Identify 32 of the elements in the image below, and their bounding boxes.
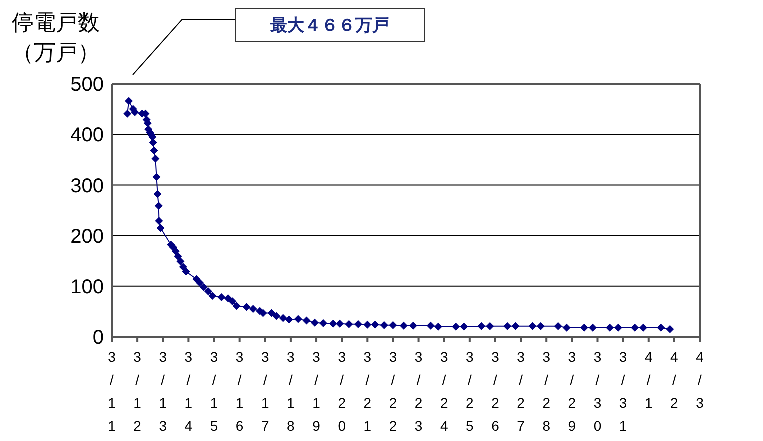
x-tick-label: 3/27 xyxy=(517,349,526,434)
x-tick-label: 3/21 xyxy=(364,349,372,434)
x-tick-label: 3/29 xyxy=(568,349,576,434)
x-tick-label: 3/26 xyxy=(492,349,500,434)
x-tick-label: 3/30 xyxy=(594,349,602,434)
y-tick-label: 0 xyxy=(92,327,104,350)
x-tick-label: 3/31 xyxy=(619,349,628,434)
x-tick-label: 3/12 xyxy=(134,349,142,434)
x-tick-label: 3/15 xyxy=(210,349,218,434)
y-tick-label: 300 xyxy=(70,175,104,198)
x-tick-label: 4/2 xyxy=(670,349,679,411)
text: 最大４６６万戸 xyxy=(235,8,425,42)
x-tick-label: 3/20 xyxy=(338,349,346,434)
x-tick-label: 3/14 xyxy=(184,349,193,434)
y-tick-label: 100 xyxy=(70,276,104,298)
x-tick-label: 3/16 xyxy=(236,349,244,434)
x-tick-label: 3/18 xyxy=(287,349,296,434)
x-tick-label: 3/19 xyxy=(312,349,321,434)
x-tick-label: 3/11 xyxy=(108,349,116,434)
y-tick-label: 500 xyxy=(70,74,104,96)
x-tick-label: 4/1 xyxy=(644,349,653,411)
x-tick-label: 3/24 xyxy=(440,349,448,434)
x-tick-label: 3/17 xyxy=(261,349,270,434)
x-tick-label: 3/13 xyxy=(159,349,168,434)
y-tick-label: 400 xyxy=(70,124,104,147)
x-tick-label: 3/23 xyxy=(414,349,423,434)
x-tick-label: 4/3 xyxy=(696,349,704,411)
x-tick-label: 3/22 xyxy=(389,349,398,434)
y-axis-title: 停電戸数（万戸） xyxy=(11,9,101,67)
x-tick-label: 3/25 xyxy=(466,349,474,434)
x-tick-label: 3/28 xyxy=(542,349,551,434)
y-tick-label: 200 xyxy=(70,226,104,248)
